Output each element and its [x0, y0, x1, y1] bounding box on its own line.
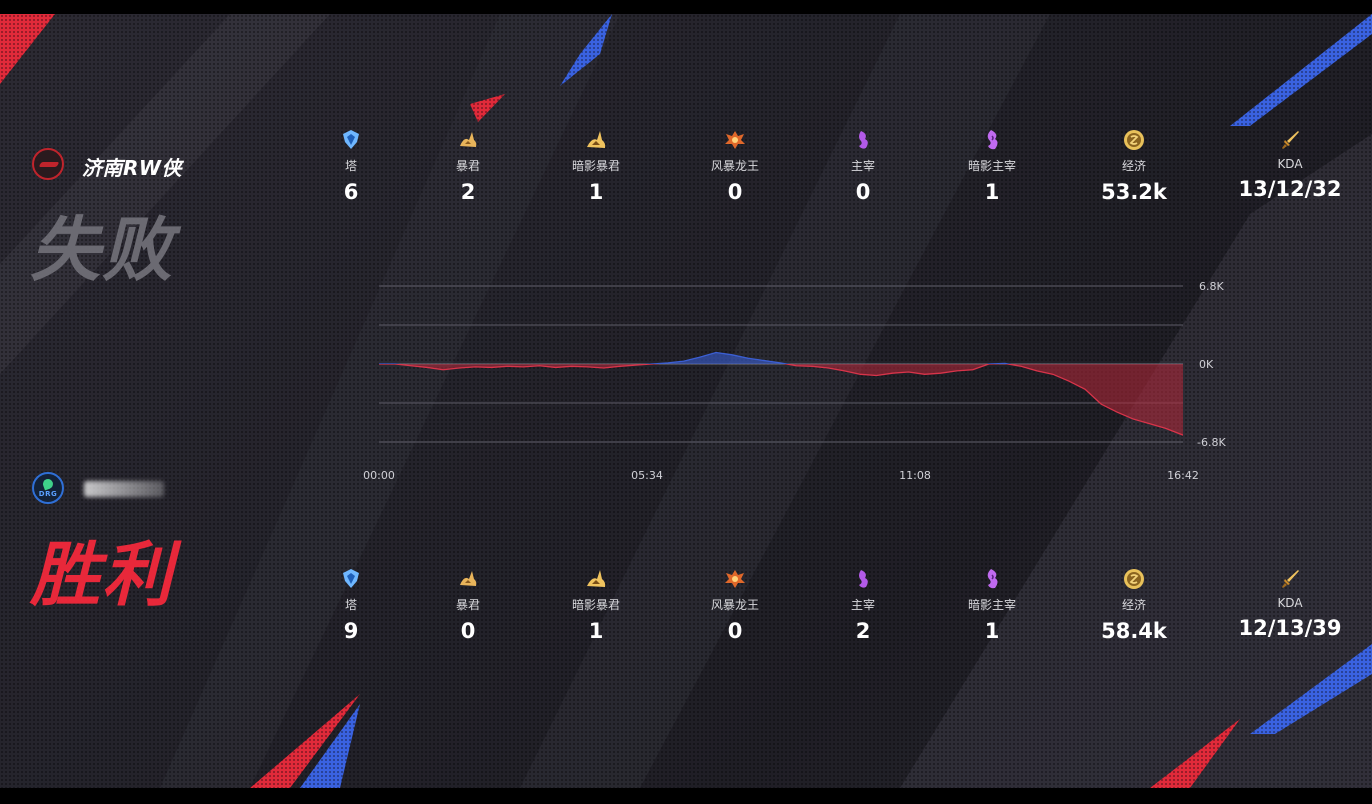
shadow-overlord-icon [980, 567, 1004, 591]
team-bottom-logo: DRG [32, 472, 64, 504]
shadow-overlord-icon [980, 128, 1004, 152]
stat-value: 1 [588, 619, 604, 643]
gold-difference-chart: 6.8K 0K -6.8K 00:00 05:34 11:08 16:42 [363, 280, 1226, 482]
stat-value: 0 [727, 619, 743, 643]
sword-icon [1278, 567, 1302, 591]
stat-value: 0 [460, 619, 476, 643]
team-top-logo [32, 148, 64, 180]
match-result-screen: 济南RW侠 失败 DRG 胜利 塔 6 暴君 2 暗影暴君 1 风暴龙王 0 主宰 0 暗影主宰 1 经… [0, 14, 1372, 788]
stat-label: 经济 [1121, 598, 1146, 612]
stat-shadow-overlord: 暗影主宰 1 [927, 567, 1057, 643]
stat-storm-dragon: 风暴龙王 0 [670, 567, 800, 643]
stat-label: KDA [1277, 596, 1303, 610]
stat-shadow-overlord: 暗影主宰 1 [927, 128, 1057, 204]
chart-line-negative [379, 364, 1183, 436]
shadow-tyrant-icon [584, 567, 608, 591]
stat-gold-coin: 经济 58.4k [1069, 567, 1199, 643]
sword-icon [1278, 128, 1302, 152]
chart-area-negative [379, 364, 1183, 436]
stat-label: 暗影主宰 [967, 159, 1016, 173]
stat-label: 塔 [344, 598, 357, 612]
stat-label: 主宰 [850, 598, 875, 612]
stat-value: 6 [343, 180, 359, 204]
chart-y-tick-label: 0K [1199, 358, 1214, 371]
chart-x-tick-label: 11:08 [899, 469, 931, 482]
stat-label: 暴君 [455, 159, 480, 173]
stat-value: 13/12/32 [1238, 177, 1342, 201]
stat-overlord: 主宰 0 [798, 128, 928, 204]
chart-y-tick-label: -6.8K [1197, 436, 1226, 449]
chart-line-positive [379, 351, 1012, 364]
stat-value: 1 [984, 180, 1000, 204]
stat-label: 主宰 [850, 159, 875, 173]
stat-label: KDA [1277, 157, 1303, 171]
stat-sword: KDA 13/12/32 [1225, 128, 1355, 201]
stat-value: 9 [343, 619, 359, 643]
stat-label: 暴君 [455, 598, 480, 612]
team-top-name: 济南RW侠 [82, 156, 182, 180]
stat-value: 0 [727, 180, 743, 204]
gold-coin-icon [1122, 128, 1146, 152]
stat-value: 0 [855, 180, 871, 204]
stat-value: 1 [984, 619, 1000, 643]
stat-shadow-tyrant: 暗影暴君 1 [531, 567, 661, 643]
shadow-tyrant-icon [584, 128, 608, 152]
team-bottom-result: 胜利 [30, 534, 174, 616]
storm-dragon-icon [723, 567, 747, 591]
stat-value: 12/13/39 [1238, 616, 1342, 640]
storm-dragon-icon [723, 128, 747, 152]
stat-value: 1 [588, 180, 604, 204]
stat-label: 暗影暴君 [571, 598, 620, 612]
stat-value: 53.2k [1101, 180, 1167, 204]
stat-label: 暗影主宰 [967, 598, 1016, 612]
stat-label: 风暴龙王 [710, 159, 759, 173]
tyrant-icon [456, 567, 480, 591]
stat-shadow-tyrant: 暗影暴君 1 [531, 128, 661, 204]
stat-tyrant: 暴君 2 [403, 128, 533, 204]
chart-x-tick-label: 00:00 [363, 469, 395, 482]
chart-x-tick-label: 05:34 [631, 469, 663, 482]
team-top-result: 失败 [30, 209, 174, 291]
stat-label: 塔 [344, 159, 357, 173]
stat-overlord: 主宰 2 [798, 567, 928, 643]
overlord-icon [851, 567, 875, 591]
stat-sword: KDA 12/13/39 [1225, 567, 1355, 640]
stat-value: 2 [460, 180, 476, 204]
gold-coin-icon [1122, 567, 1146, 591]
stat-storm-dragon: 风暴龙王 0 [670, 128, 800, 204]
stat-value: 58.4k [1101, 619, 1167, 643]
stat-value: 2 [855, 619, 871, 643]
tower-icon [339, 128, 363, 152]
stat-label: 经济 [1121, 159, 1146, 173]
stat-label: 风暴龙王 [710, 598, 759, 612]
tower-icon [339, 567, 363, 591]
chart-y-tick-label: 6.8K [1199, 280, 1224, 293]
stat-tyrant: 暴君 0 [403, 567, 533, 643]
stat-gold-coin: 经济 53.2k [1069, 128, 1199, 204]
chart-x-tick-label: 16:42 [1167, 469, 1199, 482]
team-bottom-name [84, 481, 164, 497]
tyrant-icon [456, 128, 480, 152]
stat-label: 暗影暴君 [571, 159, 620, 173]
overlord-icon [851, 128, 875, 152]
